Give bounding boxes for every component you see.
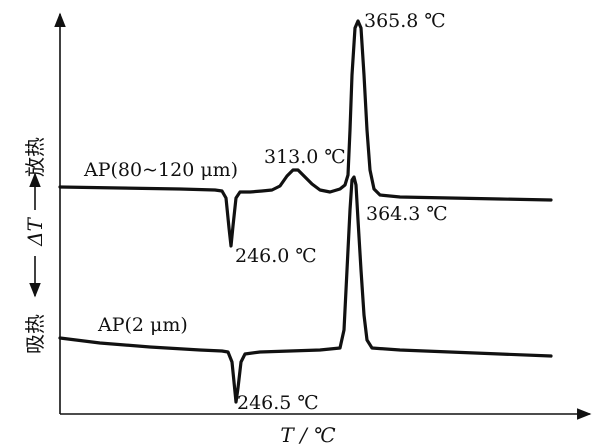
peak-label-365-8: 365.8 ℃ [364,10,446,32]
series-label-ap-2: AP(2 μm) [97,314,188,336]
peak-label-246-5: 246.5 ℃ [237,392,319,414]
y-axis-label: ΔT [23,216,47,246]
peak-label-364-3: 364.3 ℃ [366,203,448,225]
y-up-label: 放热 [23,137,47,177]
x-axis-label: T / ℃ [280,423,335,446]
peak-label-246-0: 246.0 ℃ [235,245,317,267]
peak-label-313-0: 313.0 ℃ [264,146,346,168]
y-down-label: 吸热 [23,314,47,354]
series-line-ap-2 [58,175,553,404]
series-line-ap-80-120 [58,19,553,248]
series-label-ap-80-120: AP(80~120 μm) [83,159,238,181]
